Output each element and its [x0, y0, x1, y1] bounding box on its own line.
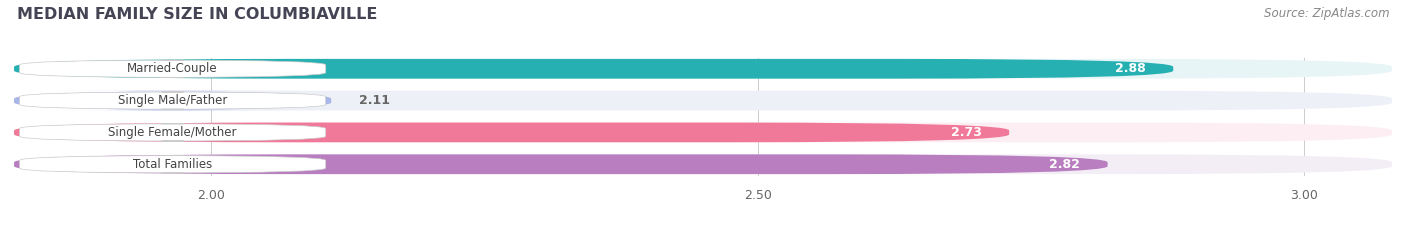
Text: Total Families: Total Families	[134, 158, 212, 171]
Text: 2.82: 2.82	[1049, 158, 1080, 171]
FancyBboxPatch shape	[20, 60, 326, 77]
Text: Single Female/Mother: Single Female/Mother	[108, 126, 236, 139]
FancyBboxPatch shape	[14, 123, 1392, 142]
FancyBboxPatch shape	[20, 156, 326, 173]
FancyBboxPatch shape	[20, 92, 326, 109]
FancyBboxPatch shape	[14, 154, 1392, 174]
FancyBboxPatch shape	[20, 124, 326, 141]
Text: Married-Couple: Married-Couple	[128, 62, 218, 75]
FancyBboxPatch shape	[14, 91, 1392, 110]
Text: Single Male/Father: Single Male/Father	[118, 94, 228, 107]
FancyBboxPatch shape	[14, 91, 332, 110]
Text: MEDIAN FAMILY SIZE IN COLUMBIAVILLE: MEDIAN FAMILY SIZE IN COLUMBIAVILLE	[17, 7, 377, 22]
Text: 2.88: 2.88	[1115, 62, 1146, 75]
Text: Source: ZipAtlas.com: Source: ZipAtlas.com	[1264, 7, 1389, 20]
FancyBboxPatch shape	[14, 59, 1173, 79]
FancyBboxPatch shape	[14, 123, 1010, 142]
Text: 2.73: 2.73	[950, 126, 981, 139]
FancyBboxPatch shape	[14, 59, 1392, 79]
Text: 2.11: 2.11	[359, 94, 389, 107]
FancyBboxPatch shape	[14, 154, 1108, 174]
